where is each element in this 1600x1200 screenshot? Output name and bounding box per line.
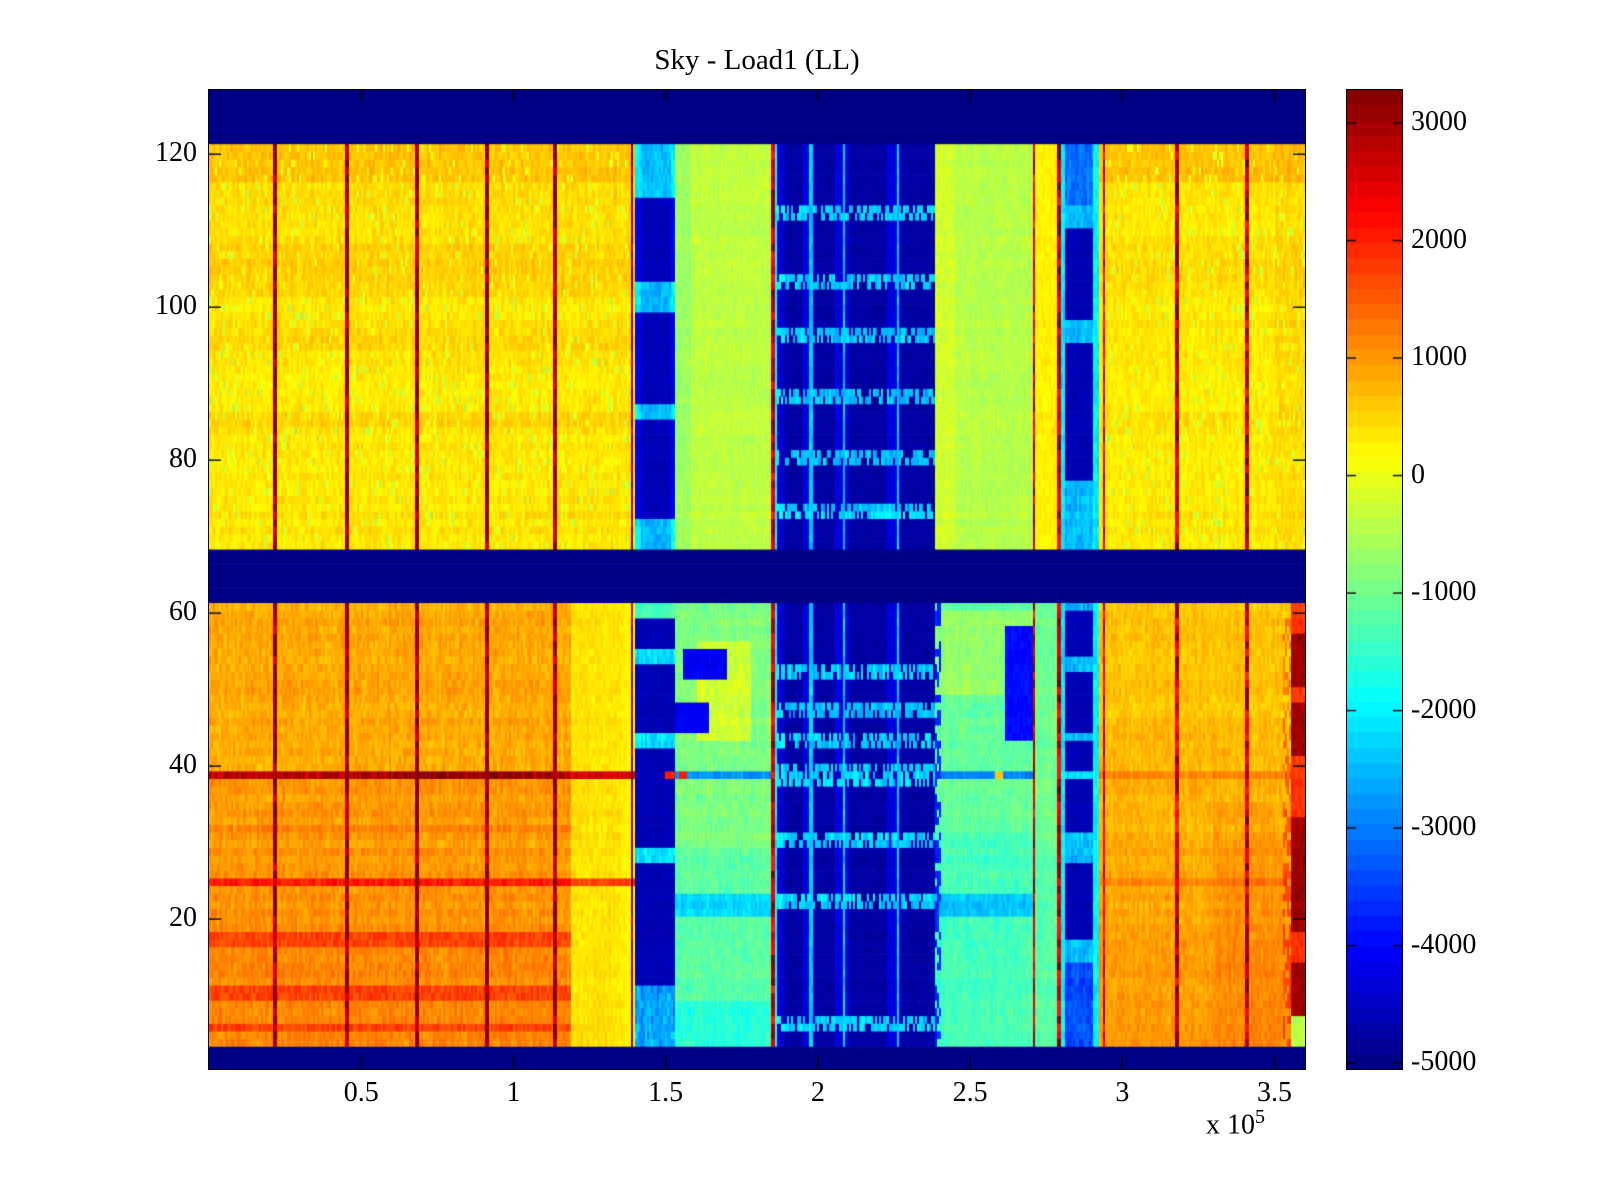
colorbar-tick-label: 2000 (1411, 223, 1467, 255)
y-tick-label: 80 (169, 443, 197, 475)
chart-title: Sky - Load1 (LL) (654, 44, 860, 76)
x-tick-label: 0.5 (343, 1077, 379, 1108)
colorbar-tick-label: -4000 (1411, 928, 1477, 960)
colorbar (1346, 89, 1403, 1070)
colorbar-tick-label: 1000 (1411, 341, 1467, 373)
colorbar-tick-label: -1000 (1411, 576, 1477, 608)
y-tick-label: 60 (169, 596, 197, 628)
multiplier-base: x 10 (1206, 1109, 1255, 1141)
colorbar-tick-label: -3000 (1411, 811, 1477, 843)
colorbar-tick-label: -5000 (1411, 1046, 1477, 1078)
colorbar-tick-label: 3000 (1411, 106, 1467, 138)
x-tick-label: 2 (810, 1077, 825, 1108)
y-tick-label: 120 (155, 137, 197, 169)
x-tick-label: 3.5 (1257, 1077, 1293, 1108)
colorbar-tick-label: -2000 (1411, 693, 1477, 725)
x-tick-label: 1 (506, 1077, 521, 1108)
y-tick-label: 40 (169, 749, 197, 781)
heatmap-image (208, 89, 1306, 1070)
multiplier-exponent: 5 (1255, 1106, 1265, 1128)
x-tick-label: 1.5 (648, 1077, 684, 1108)
x-axis-multiplier: x 105 (1206, 1106, 1265, 1141)
x-tick-label: 2.5 (952, 1077, 988, 1108)
y-tick-label: 20 (169, 902, 197, 934)
x-tick-label: 3 (1115, 1077, 1130, 1108)
y-tick-label: 100 (155, 290, 197, 322)
colorbar-tick-label: 0 (1411, 458, 1425, 490)
